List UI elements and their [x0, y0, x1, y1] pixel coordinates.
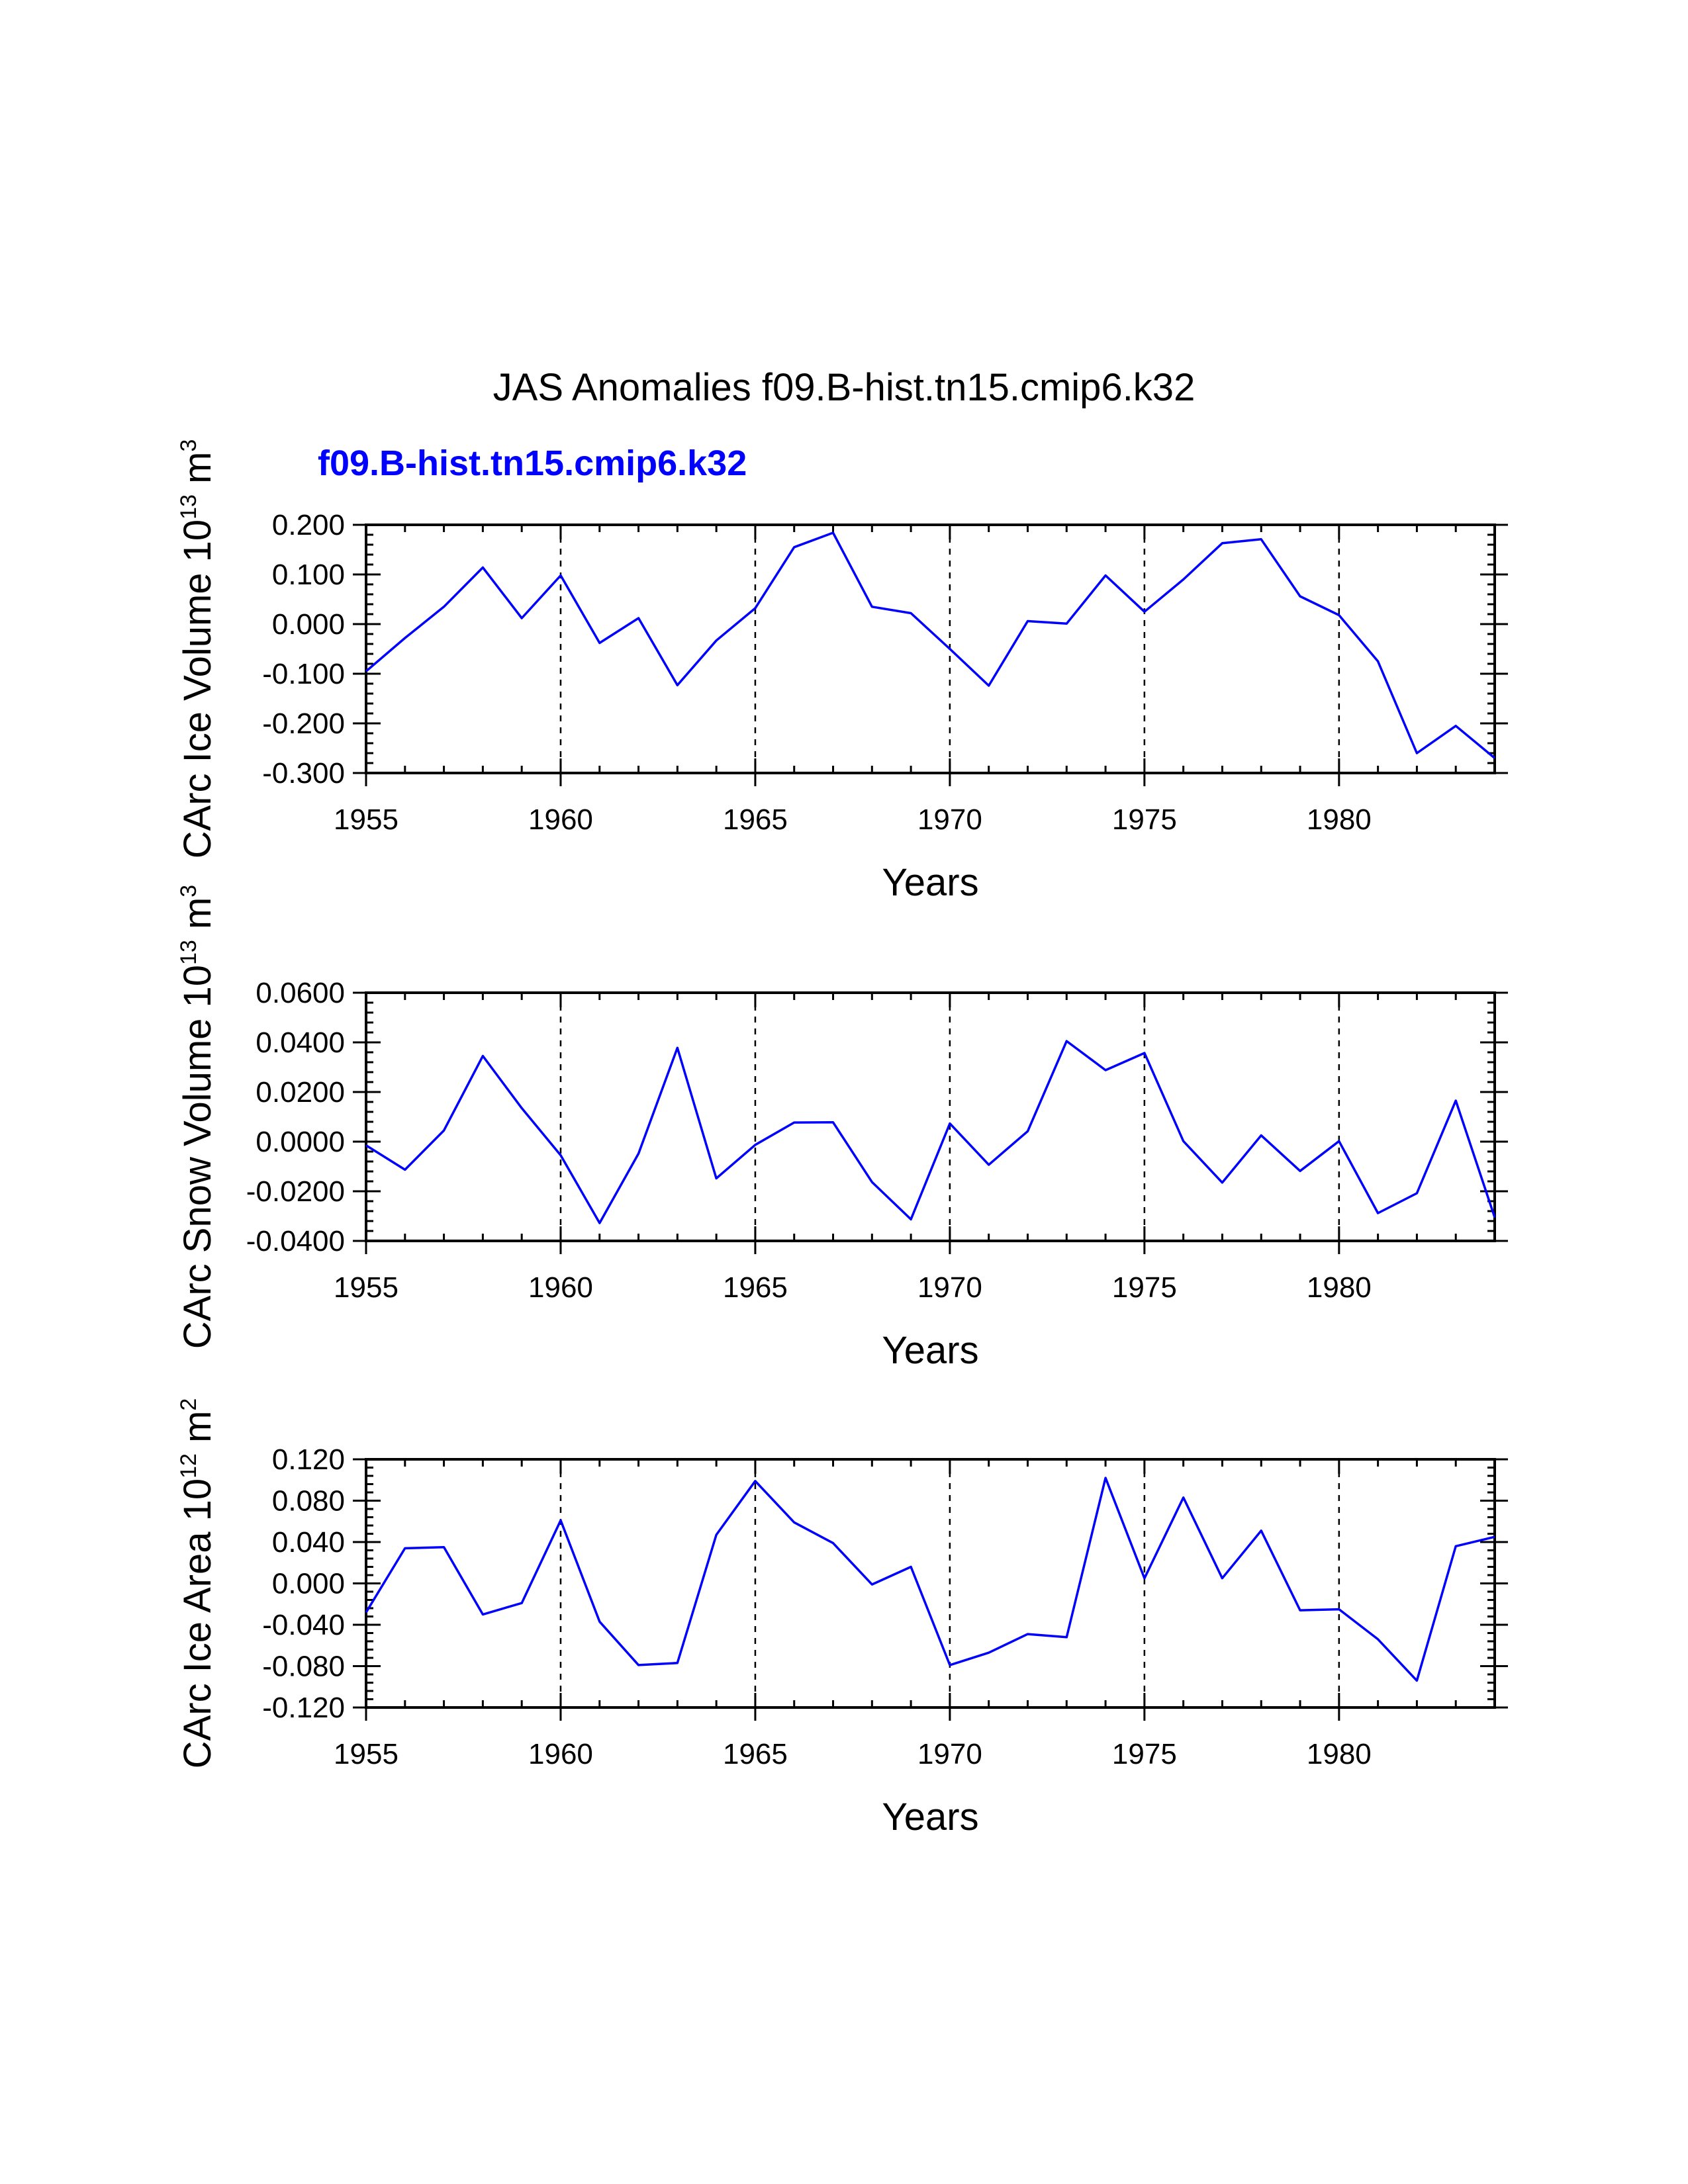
x-tick-label: 1975 [1112, 1738, 1177, 1770]
y-tick-label: -0.120 [262, 1692, 345, 1724]
y-tick-label: -0.040 [262, 1609, 345, 1641]
y-tick-label: 0.000 [272, 608, 345, 641]
x-axis-label: Years [882, 1329, 978, 1372]
x-tick-label: 1955 [334, 803, 399, 836]
x-tick-label: 1975 [1112, 803, 1177, 836]
panel-2: -0.0400 -0.0200 0.0000 0.0200 0.0400 0.0600 19… [176, 885, 1508, 1372]
x-tick-label: 1955 [334, 1271, 399, 1304]
panels: -0.300 -0.200 -0.100 0.000 0.100 0.200 1955 196… [176, 439, 1508, 1839]
y-tick-label: 0.0200 [256, 1076, 345, 1109]
series-name-label: f09.B-hist.tn15.cmip6.k32 [318, 443, 747, 483]
chart-title: JAS Anomalies f09.B-hist.tn15.cmip6.k32 [493, 366, 1196, 409]
y-tick-label: 0.0600 [256, 977, 345, 1009]
panel-1: -0.300 -0.200 -0.100 0.000 0.100 0.200 1955 196… [176, 439, 1508, 904]
y-axis-label: CArc Snow Volume 1013 m3 [176, 885, 219, 1349]
y-tick-label: 0.0400 [256, 1026, 345, 1059]
x-tick-label: 1975 [1112, 1271, 1177, 1304]
series-line [365, 531, 1496, 759]
y-tick-label: -0.080 [262, 1651, 345, 1683]
x-tick-label: 1970 [917, 803, 982, 836]
x-tick-label: 1960 [528, 1271, 593, 1304]
y-tick-label: 0.100 [272, 559, 345, 591]
x-tick-label: 1965 [723, 1271, 788, 1304]
y-tick-label: 0.120 [272, 1443, 345, 1476]
y-tick-label: 0.0000 [256, 1126, 345, 1158]
x-tick-label: 1980 [1307, 803, 1372, 836]
x-tick-label: 1980 [1307, 1738, 1372, 1770]
x-axis-label: Years [882, 1796, 978, 1839]
plot-frame [365, 991, 1496, 1242]
x-tick-label: 1980 [1307, 1271, 1372, 1304]
series-line [365, 1040, 1496, 1224]
plot-frame [365, 1458, 1496, 1709]
series-line [365, 1477, 1495, 1682]
y-tick-label: -0.0200 [246, 1175, 345, 1208]
y-axis-label: CArc Ice Area 1012 m2 [176, 1398, 219, 1769]
x-tick-label: 1970 [917, 1738, 982, 1770]
x-tick-label: 1960 [528, 1738, 593, 1770]
y-tick-label: 0.040 [272, 1526, 345, 1559]
y-tick-label: -0.300 [262, 757, 345, 790]
panel-3: -0.120 -0.080 -0.040 0.000 0.040 0.080 0.120 19… [176, 1398, 1508, 1839]
y-tick-label: 0.000 [272, 1568, 345, 1600]
x-tick-label: 1965 [723, 803, 788, 836]
y-tick-label: 0.200 [272, 509, 345, 541]
x-tick-label: 1965 [723, 1738, 788, 1770]
x-tick-label: 1955 [334, 1738, 399, 1770]
y-tick-label: -0.100 [262, 658, 345, 690]
y-tick-label: -0.200 [262, 707, 345, 740]
x-tick-label: 1960 [528, 803, 593, 836]
y-tick-label: -0.0400 [246, 1225, 345, 1257]
x-axis-label: Years [882, 861, 978, 904]
plot-frame [365, 523, 1496, 774]
x-tick-label: 1970 [917, 1271, 982, 1304]
y-tick-label: 0.080 [272, 1485, 345, 1518]
y-axis-label: CArc Ice Volume 1013 m3 [176, 439, 219, 859]
